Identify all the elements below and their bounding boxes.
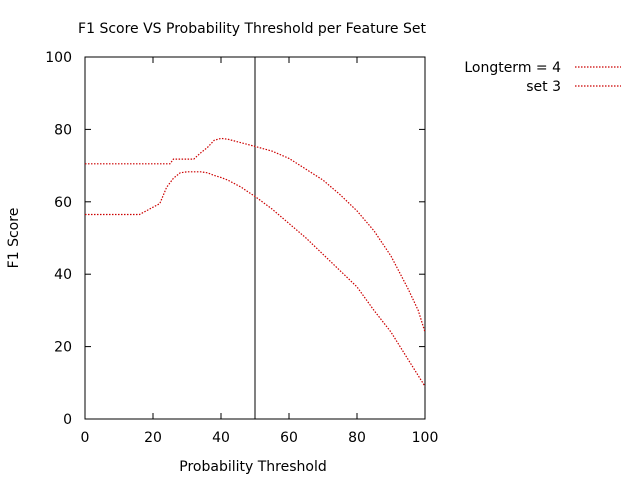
y-tick-label: 0 [63,412,72,428]
chart-title: F1 Score VS Probability Threshold per Fe… [78,21,426,37]
plot-area: 0 20 40 60 80 100 0 20 40 60 80 100 [45,50,438,446]
y-tick-label: 20 [54,340,72,356]
x-tick-label: 40 [212,430,230,446]
y-tick-label: 100 [45,50,72,66]
legend-label: Longterm = 4 [464,60,561,76]
y-axis-label: F1 Score [6,208,22,269]
x-tick-label: 100 [412,430,439,446]
y-tick-label: 60 [54,195,72,211]
legend-label: set 3 [526,79,561,95]
x-tick-label: 80 [348,430,366,446]
x-tick-label: 20 [144,430,162,446]
x-tick-label: 0 [81,430,90,446]
y-tick-label: 80 [54,122,72,138]
legend: Longterm = 4 set 3 [464,60,621,95]
series-line-0 [85,137,426,333]
series-line-1 [85,171,426,387]
y-tick-label: 40 [54,267,72,283]
x-axis-label: Probability Threshold [179,459,326,475]
x-tick-label: 60 [280,430,298,446]
